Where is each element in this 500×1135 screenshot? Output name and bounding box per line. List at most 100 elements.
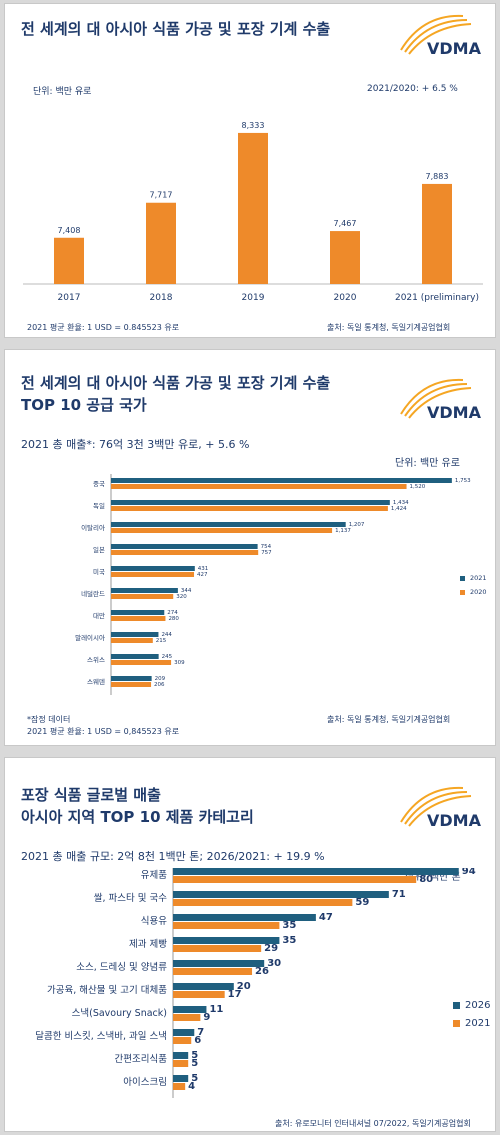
data-label: 1,434 [393, 500, 409, 506]
data-label: 9 [203, 1012, 210, 1023]
bar-2026 [173, 868, 459, 875]
svg-text:VDMA: VDMA [427, 811, 482, 830]
bar-2021 [111, 566, 195, 571]
data-label: 206 [154, 682, 165, 688]
category-label: 독일 [93, 501, 105, 510]
data-label: 5 [191, 1050, 198, 1061]
data-label: 59 [355, 897, 369, 908]
category-label: 유제품 [141, 870, 167, 881]
category-label: 스웨덴 [87, 677, 105, 686]
category-label: 대만 [93, 611, 105, 620]
category-label: 이탈리아 [81, 523, 105, 532]
bar-2021 [173, 991, 225, 998]
bar-2021 [111, 654, 159, 659]
legend-label: 2021 [465, 1018, 490, 1029]
bar-2026 [173, 914, 316, 921]
x-tick-label: 2018 [150, 293, 173, 303]
category-label: 아이스크림 [123, 1076, 167, 1088]
data-label: 7,408 [58, 226, 81, 235]
bar-2021 [111, 610, 165, 615]
bar-2021 [111, 632, 159, 637]
panel1-unit: 단위: 백만 유로 [33, 87, 92, 97]
bar-2020 [111, 550, 259, 555]
panel2-total: 2021 총 매출*: 76억 3천 3백만 유로, + 5.6 % [21, 438, 250, 451]
data-label: 35 [282, 935, 296, 946]
bar-2021 [111, 544, 258, 549]
data-label: 17 [228, 989, 242, 1000]
data-label: 209 [155, 676, 166, 682]
bar-2026 [173, 983, 234, 990]
data-label: 47 [319, 912, 333, 923]
bar-2026 [173, 1052, 189, 1059]
data-label: 7 [197, 1027, 204, 1038]
data-label: 431 [198, 566, 209, 572]
panel1-title: 전 세계의 대 아시아 식품 가공 및 포장 기계 수출 [21, 20, 331, 38]
category-label: 스위스 [87, 656, 105, 664]
legend-label: 2020 [470, 588, 487, 596]
vdma-logo: VDMA [400, 378, 482, 422]
data-label: 427 [197, 572, 208, 578]
bar-2020 [111, 616, 166, 621]
bar-2026 [173, 1075, 189, 1082]
data-label: 757 [261, 550, 272, 556]
bar-2021 [111, 522, 346, 527]
data-label: 244 [161, 632, 172, 638]
data-label: 280 [168, 616, 179, 622]
bar-2021 [173, 922, 280, 929]
bar-2021 [173, 1037, 192, 1044]
bar-2021 [173, 1060, 189, 1067]
data-label: 20 [237, 981, 251, 992]
panel1-footnote: 2021 평균 환율: 1 USD = 0.845523 유로 [27, 323, 180, 332]
chart-panel-packaged-food: 포장 식품 글로벌 매출 아시아 지역 TOP 10 제품 카테고리 VDMA … [4, 757, 496, 1132]
bar-2017 [54, 237, 84, 284]
panel2-source: 출처: 독일 통계청, 독일기계공업협회 [327, 715, 451, 724]
x-tick-label: 2021 (preliminary) [395, 293, 479, 303]
data-label: 4 [188, 1081, 195, 1092]
bar-chart-exports: 7,408 2017 7,717 2018 8,333 2019 7,467 2020 7,88… [23, 121, 483, 303]
category-label: 일본 [93, 545, 105, 554]
category-label: 식용유 [141, 916, 167, 927]
data-label: 344 [181, 588, 192, 594]
data-label: 754 [261, 544, 272, 550]
data-label: 215 [156, 638, 167, 644]
bar-2021 [173, 1083, 186, 1090]
data-label: 11 [209, 1004, 223, 1015]
bar-2020 [111, 572, 195, 577]
category-label: 쌀, 파스타 및 국수 [94, 892, 168, 904]
panel3-title-line2: 아시아 지역 TOP 10 제품 카테고리 [21, 808, 254, 826]
bar-2020 [111, 484, 407, 489]
data-label: 71 [392, 889, 406, 900]
bar-2020 [111, 660, 172, 665]
panel3-source: 출처: 유로모니터 인터내셔널 07/2022, 독일기계공업협회 [275, 1119, 471, 1128]
category-label: 가공육, 해산물 및 고기 대체품 [47, 984, 167, 996]
panel3-title-line1: 포장 식품 글로벌 매출 [21, 786, 161, 804]
bar-2021 [173, 1014, 201, 1021]
bar-2020 [330, 231, 360, 284]
panel2-footnote2: 2021 평균 환율: 1 USD = 0,845523 유로 [27, 727, 180, 736]
category-label: 제과 제빵 [129, 939, 167, 950]
panel2-unit: 단위: 백만 유로 [395, 458, 460, 469]
bar-2021 [173, 899, 353, 906]
bar-2020 [111, 506, 388, 511]
data-label: 1,753 [455, 478, 471, 484]
data-label: 35 [282, 920, 296, 931]
data-label: 1,207 [349, 522, 365, 528]
bar-2021 (preliminary) [422, 183, 452, 284]
category-label: 달콤한 비스킷, 스낵바, 과일 스낵 [35, 1030, 167, 1042]
vdma-logo: VDMA [400, 786, 482, 830]
category-label: 스낵(Savoury Snack) [72, 1008, 167, 1019]
data-label: 5 [191, 1058, 198, 1069]
legend-swatch-2020 [460, 590, 465, 595]
legend-label: 2026 [465, 1000, 490, 1011]
data-label: 26 [255, 966, 269, 977]
category-label: 중국 [93, 480, 105, 488]
data-label: 1,520 [410, 484, 426, 490]
x-tick-label: 2019 [242, 293, 265, 303]
bar-2021 [111, 500, 390, 505]
data-label: 309 [174, 660, 185, 666]
bar-2021 [111, 588, 178, 593]
data-label: 7,717 [150, 191, 173, 200]
bar-2021 [173, 968, 253, 975]
data-label: 7,467 [334, 219, 357, 228]
